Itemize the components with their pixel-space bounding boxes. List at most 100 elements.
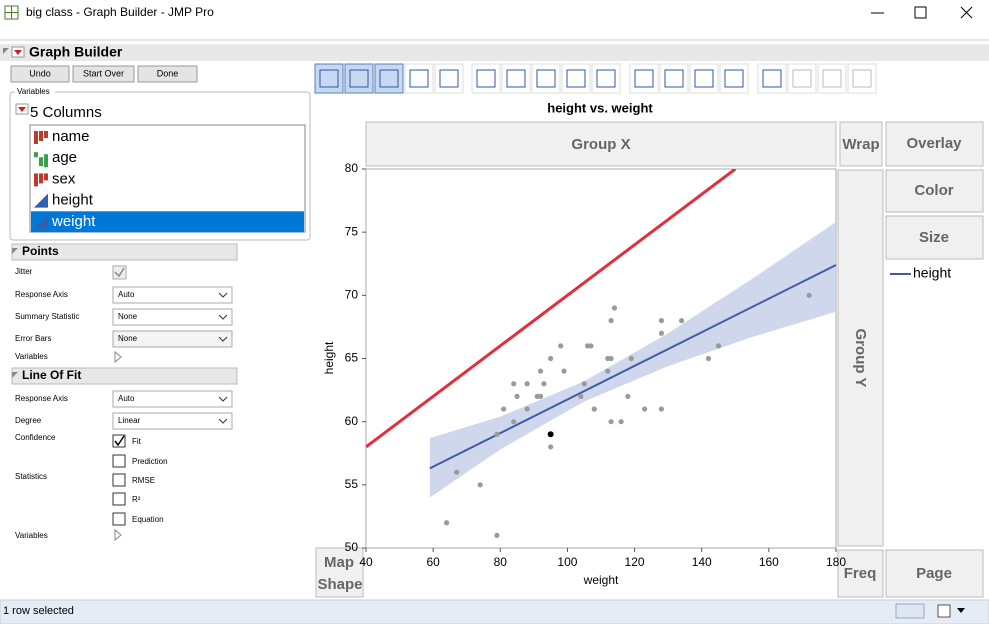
point[interactable]: [705, 355, 712, 362]
dropdown[interactable]: [112, 286, 233, 304]
point[interactable]: [514, 393, 520, 399]
dropdown[interactable]: [112, 412, 233, 430]
toolbar-button[interactable]: [471, 63, 501, 94]
dropdown[interactable]: [112, 308, 233, 326]
toolbar-button[interactable]: [374, 63, 404, 94]
toolbar-button[interactable]: [689, 63, 719, 94]
point[interactable]: [591, 406, 597, 412]
toolbar-button[interactable]: [659, 63, 689, 94]
toolbar-button[interactable]: [847, 63, 877, 94]
point[interactable]: [678, 318, 685, 324]
point[interactable]: [561, 368, 567, 374]
button[interactable]: [10, 65, 70, 83]
toolbar-button[interactable]: [591, 63, 621, 94]
status-bar: [0, 599, 989, 624]
toolbar-button[interactable]: [561, 63, 591, 94]
point[interactable]: [541, 381, 547, 387]
toolbar-button[interactable]: [757, 63, 787, 94]
group-x-zone[interactable]: [365, 121, 837, 167]
point[interactable]: [658, 330, 665, 336]
point[interactable]: [642, 406, 648, 412]
home-icon[interactable]: [895, 603, 925, 619]
window-list[interactable]: [937, 604, 951, 618]
point[interactable]: [477, 482, 483, 488]
point[interactable]: [443, 520, 450, 526]
dropdown[interactable]: [112, 330, 233, 348]
point[interactable]: [581, 381, 587, 387]
point[interactable]: [558, 343, 564, 349]
point[interactable]: [658, 406, 665, 412]
column-name[interactable]: weight: [51, 213, 96, 230]
close[interactable]: [960, 6, 973, 19]
column-name[interactable]: sex: [52, 170, 76, 187]
group-y-zone[interactable]: [837, 169, 884, 547]
y-tick-label: 60: [345, 414, 359, 428]
point[interactable]: [548, 444, 554, 450]
toolbar-button[interactable]: [531, 63, 561, 94]
toolbar-button[interactable]: [719, 63, 749, 94]
page-zone[interactable]: [885, 549, 984, 598]
dropdown[interactable]: [112, 390, 233, 408]
point[interactable]: [611, 305, 618, 311]
size-zone[interactable]: [885, 215, 984, 260]
header-band: [0, 44, 989, 61]
point[interactable]: [537, 393, 544, 399]
point[interactable]: [608, 318, 614, 324]
point[interactable]: [618, 419, 624, 425]
column-name[interactable]: height: [52, 192, 94, 209]
toolbar-button[interactable]: [434, 63, 464, 94]
point[interactable]: [454, 469, 460, 475]
point[interactable]: [608, 355, 614, 362]
point[interactable]: [548, 355, 554, 362]
toolbar-glyph: [379, 69, 399, 88]
point[interactable]: [524, 381, 530, 387]
point[interactable]: [605, 368, 611, 374]
point[interactable]: [511, 381, 517, 387]
maximize[interactable]: [914, 6, 927, 19]
map-shape-zone[interactable]: [315, 547, 364, 598]
point[interactable]: [501, 406, 507, 412]
point[interactable]: [524, 406, 530, 412]
checkbox[interactable]: [112, 512, 126, 526]
column-name[interactable]: name: [52, 128, 90, 145]
page: Page: [916, 565, 952, 582]
toolbar-button[interactable]: [344, 63, 374, 94]
point[interactable]: [511, 419, 517, 425]
point[interactable]: [588, 343, 594, 349]
color-zone[interactable]: [885, 169, 984, 213]
toolbar-button[interactable]: [629, 63, 659, 94]
toolbar-button[interactable]: [817, 63, 847, 94]
toolbar-button[interactable]: [404, 63, 434, 94]
point[interactable]: [537, 368, 544, 374]
option-label: Jitter: [15, 267, 33, 276]
toolbar-button[interactable]: [314, 63, 344, 94]
point[interactable]: [494, 532, 500, 538]
toolbar-glyph: [822, 69, 842, 88]
checkbox[interactable]: [112, 454, 126, 468]
toolbar-button[interactable]: [787, 63, 817, 94]
toolbar-button[interactable]: [501, 63, 531, 94]
point[interactable]: [806, 292, 812, 298]
toolbar-glyph: [536, 69, 556, 88]
map-shape: Map: [324, 554, 354, 571]
point[interactable]: [578, 393, 584, 399]
overlay-zone[interactable]: [885, 121, 984, 167]
point[interactable]: [608, 419, 614, 425]
point[interactable]: [494, 431, 500, 437]
checkbox[interactable]: [112, 473, 126, 487]
point[interactable]: [547, 431, 554, 438]
point[interactable]: [715, 343, 722, 349]
option-label: Summary Statistic: [15, 312, 79, 321]
check: [114, 435, 125, 447]
button[interactable]: [72, 65, 135, 83]
freq-zone[interactable]: [837, 549, 884, 598]
point[interactable]: [625, 393, 631, 399]
checkbox[interactable]: [112, 492, 126, 506]
dropdown-arrow: [218, 396, 228, 402]
point[interactable]: [628, 355, 634, 362]
column-name[interactable]: age: [52, 149, 77, 166]
wrap-zone[interactable]: [839, 121, 883, 167]
button[interactable]: [137, 65, 198, 83]
button-label: Start Over: [83, 68, 124, 78]
point[interactable]: [658, 318, 665, 324]
